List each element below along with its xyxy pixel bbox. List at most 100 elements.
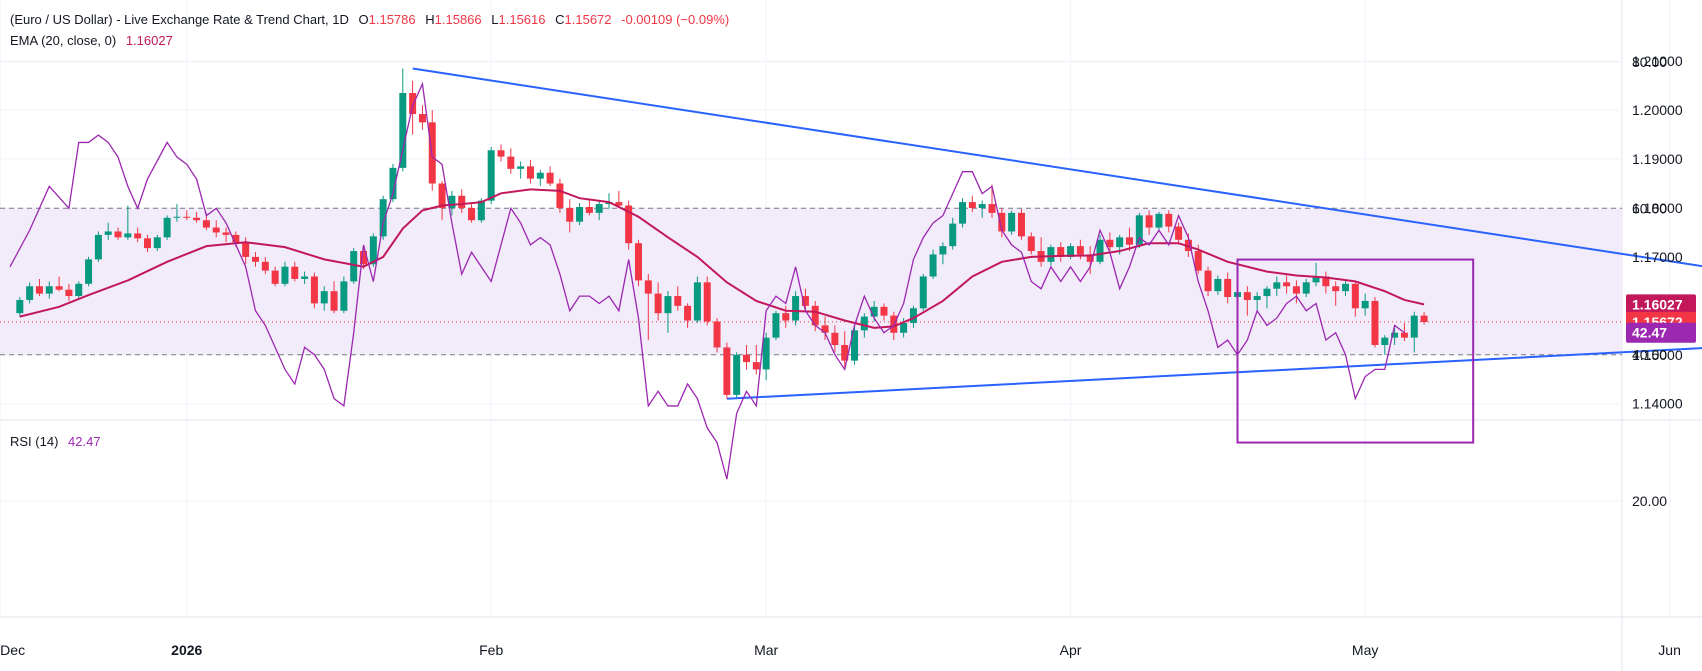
- candle-down: [782, 305, 790, 328]
- candle-body: [458, 195, 466, 208]
- candle-body: [271, 270, 279, 284]
- candle-body: [418, 114, 426, 123]
- candle-body: [556, 183, 564, 208]
- candle-body: [1253, 296, 1261, 300]
- candle-body: [1410, 315, 1418, 338]
- candle-body: [1067, 246, 1075, 257]
- candle-body: [703, 282, 711, 322]
- candle-body: [242, 242, 250, 257]
- rsi-tick-label: 60.00: [1632, 200, 1667, 216]
- candle-body: [497, 150, 505, 157]
- time-tick-label: Mar: [754, 642, 778, 658]
- candle-down: [713, 318, 721, 353]
- candle-body: [134, 233, 142, 239]
- candle-down: [684, 303, 692, 328]
- price-tick-label: 1.17000: [1632, 249, 1683, 265]
- candle-body: [860, 316, 868, 331]
- rsi-legend[interactable]: RSI (14) 42.47: [10, 434, 107, 449]
- time-axis[interactable]: Dec2026FebMarAprMayJunJulAug: [0, 642, 1702, 658]
- candle-down: [723, 342, 731, 399]
- candle-body: [968, 202, 976, 208]
- candle-up: [949, 217, 957, 250]
- candle-body: [1224, 278, 1232, 298]
- candle-body: [448, 195, 456, 208]
- candle-body: [900, 322, 908, 333]
- candle-body: [1165, 213, 1173, 227]
- high-label: H: [425, 12, 435, 27]
- candle-body: [75, 283, 83, 297]
- price-tick-label: 1.15000: [1632, 347, 1683, 363]
- candle-body: [713, 321, 721, 348]
- ema-legend-value: 1.16027: [125, 33, 173, 48]
- candle-down: [1283, 275, 1291, 294]
- candle-down: [1106, 232, 1114, 253]
- candle-up: [1410, 311, 1418, 353]
- candle-body: [811, 305, 819, 326]
- candle-body: [399, 92, 407, 168]
- candle-body: [1243, 292, 1251, 300]
- price-tick-label: 1.14000: [1632, 396, 1683, 412]
- candle-down: [968, 195, 976, 212]
- candle-body: [733, 354, 741, 395]
- candle-body: [1204, 270, 1212, 292]
- candle-body: [468, 207, 476, 221]
- candle-body: [261, 261, 269, 271]
- candle-down: [212, 220, 220, 238]
- candle-body: [1155, 213, 1163, 228]
- candle-body: [350, 251, 358, 282]
- candle-down: [1322, 271, 1330, 294]
- candle-body: [576, 207, 584, 222]
- candle-down: [330, 281, 338, 314]
- candle-down: [1057, 242, 1065, 262]
- candle-body: [45, 286, 53, 294]
- candle-body: [1106, 239, 1114, 248]
- candle-down: [801, 288, 809, 311]
- candle-down: [1204, 266, 1212, 297]
- candle-up: [173, 204, 181, 222]
- candle-body: [143, 238, 151, 249]
- candle-body: [939, 246, 947, 255]
- low-label: L: [491, 12, 499, 27]
- candle-down: [831, 325, 839, 353]
- candle-up: [1361, 293, 1369, 316]
- rsi-axis[interactable]: 20.00 40.00 60.00 80.00: [1632, 54, 1667, 509]
- symbol-title[interactable]: (Euro / US Dollar) - Live Exchange Rate …: [10, 12, 349, 27]
- candle-body: [94, 234, 102, 260]
- candle-body: [978, 204, 986, 208]
- candle-body: [1342, 283, 1350, 292]
- candle-up: [1253, 292, 1261, 311]
- candle-up: [576, 203, 584, 226]
- candle-body: [1086, 254, 1094, 262]
- candle-down: [458, 189, 466, 213]
- candle-up: [350, 248, 358, 284]
- candle-body: [438, 183, 446, 208]
- candle-body: [517, 166, 525, 169]
- candle-body: [320, 291, 328, 304]
- candle-up: [94, 231, 102, 262]
- candle-down: [752, 344, 760, 375]
- candle-down: [1017, 208, 1025, 240]
- candle-body: [163, 217, 171, 238]
- candle-up: [664, 291, 672, 333]
- candle-down: [644, 274, 652, 341]
- ema-price-label: 1.16027: [1626, 294, 1696, 315]
- candle-body: [360, 251, 368, 265]
- candle-body: [330, 291, 338, 311]
- rsi-line: [9, 81, 1405, 480]
- candle-up: [153, 234, 161, 252]
- candle-up: [379, 195, 387, 240]
- candle-body: [792, 296, 800, 321]
- ema-legend[interactable]: EMA (20, close, 0) 1.16027: [10, 33, 179, 48]
- candle-up: [1155, 211, 1163, 232]
- candle-body: [1302, 282, 1310, 294]
- candle-up: [301, 271, 309, 284]
- candle-body: [1135, 215, 1143, 245]
- candle-body: [1292, 286, 1300, 294]
- time-tick-label: May: [1352, 642, 1378, 658]
- candle-body: [85, 259, 93, 284]
- candle-down: [468, 204, 476, 223]
- candle-body: [1361, 300, 1369, 309]
- candle-body: [212, 227, 220, 233]
- rsi-highlight-rectangle: [1236, 258, 1475, 444]
